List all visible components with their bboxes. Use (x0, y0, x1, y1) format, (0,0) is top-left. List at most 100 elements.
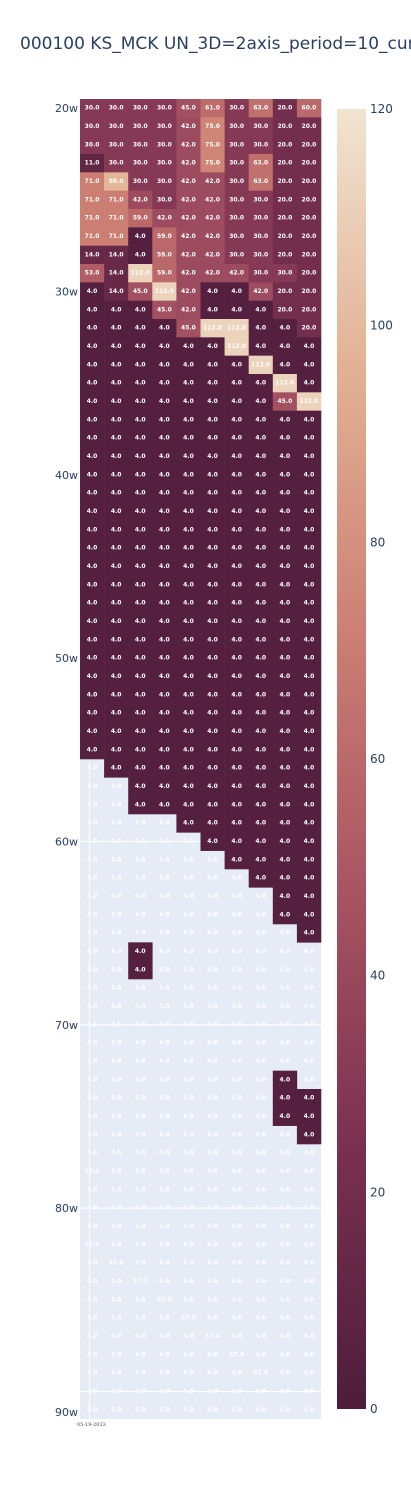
cell-label: 20.0 (277, 251, 292, 258)
heatmap-cell (128, 245, 153, 265)
cell-label: 4.0 (159, 1021, 170, 1028)
cell-label: 4.0 (231, 691, 242, 698)
cell-label: 4.0 (183, 1296, 194, 1303)
cell-label: 4.0 (135, 398, 146, 405)
cell-label: 4.0 (87, 1351, 98, 1358)
heatmap-cell (152, 410, 177, 430)
cell-label: 4.0 (231, 930, 242, 937)
heatmap-cell (272, 1089, 298, 1108)
cell-label: 4.0 (255, 1205, 266, 1212)
cell-label: 4.0 (183, 1241, 194, 1248)
cell-label: 4.0 (135, 1388, 146, 1395)
cell-label: 4.0 (255, 526, 266, 533)
heatmap-cell (248, 99, 274, 118)
cell-label: 30.0 (229, 105, 244, 112)
heatmap-cell (80, 740, 105, 760)
heatmap-cell (296, 704, 322, 723)
cell-label: 20.0 (302, 270, 317, 277)
cell-label: 4.0 (255, 435, 266, 442)
cell-label: 4.0 (159, 563, 170, 570)
cell-label: 42.0 (181, 160, 196, 167)
heatmap-cell (176, 740, 201, 760)
cell-label: 112.0 (131, 270, 150, 277)
cell-label: 42.0 (181, 270, 196, 277)
cell-label: 4.0 (87, 361, 98, 368)
heatmap-cell (128, 227, 153, 246)
cell-label: 4.0 (87, 985, 98, 992)
heatmap-cell (128, 740, 153, 760)
cell-label: 4.0 (255, 1296, 266, 1303)
cell-label: 4.0 (111, 746, 122, 753)
cell-label: 4.0 (135, 655, 146, 662)
heatmap-cell (272, 300, 298, 320)
cell-label: 4.0 (111, 1223, 122, 1230)
heatmap-cell (128, 704, 153, 723)
heatmap-cell (272, 722, 298, 741)
heatmap-cell (128, 392, 153, 411)
heatmap-cell (296, 924, 322, 943)
heatmap-cell (176, 539, 201, 558)
heatmap-cell (200, 227, 225, 246)
cell-label: 4.0 (135, 1351, 146, 1358)
cell-label: 4.0 (207, 490, 218, 497)
cell-label: 4.0 (304, 361, 315, 368)
cell-label: 4.0 (304, 746, 315, 753)
cell-label: 4.0 (135, 581, 146, 588)
cell-label: 30.0 (133, 178, 148, 185)
cell-label: 4.0 (231, 1150, 242, 1157)
cell-label: 71.0 (109, 215, 124, 222)
heatmap-cell (128, 759, 153, 778)
cell-label: 4.0 (183, 600, 194, 607)
cell-label: 4.0 (111, 361, 122, 368)
colorbar-tick-label: 20 (370, 1185, 385, 1199)
heatmap-cell (272, 99, 298, 118)
cell-label: 4.0 (183, 343, 194, 350)
heatmap-cell (176, 99, 201, 118)
cell-label: 4.0 (255, 710, 266, 717)
cell-label: 4.0 (304, 838, 315, 845)
cell-label: 4.0 (159, 1278, 170, 1285)
cell-label: 4.0 (183, 508, 194, 515)
cell-label: 45.0 (277, 398, 292, 405)
cell-label: 20.0 (277, 105, 292, 112)
cell-label: 4.0 (231, 600, 242, 607)
cell-label: 4.0 (159, 875, 170, 882)
cell-label: 4.0 (159, 1040, 170, 1047)
cell-label: 42.0 (205, 233, 220, 240)
cell-label: 4.0 (87, 1223, 98, 1230)
heatmap-cell (152, 520, 177, 540)
cell-label: 4.0 (159, 948, 170, 955)
cell-label: 4.0 (87, 1058, 98, 1065)
heatmap-cell (80, 484, 105, 503)
cell-label: 30.0 (229, 160, 244, 167)
heatmap-cell (296, 135, 322, 155)
cell-label: 20.0 (302, 196, 317, 203)
cell-label: 4.0 (255, 325, 266, 332)
heatmap-cell (296, 355, 322, 375)
cell-label: 4.0 (231, 508, 242, 515)
heatmap-cell (248, 465, 274, 485)
cell-label: 42.0 (205, 196, 220, 203)
heatmap-cell (296, 429, 322, 448)
heatmap-cell (176, 319, 201, 338)
heatmap-cell (176, 667, 201, 686)
cell-label: 4.0 (231, 1260, 242, 1267)
heatmap-cell (248, 282, 274, 301)
cell-label: 4.0 (207, 1205, 218, 1212)
cell-label: 4.0 (111, 856, 122, 863)
cell-label: 4.0 (255, 911, 266, 918)
cell-label: 4.0 (255, 581, 266, 588)
cell-label: 4.0 (207, 1406, 218, 1413)
cell-label: 4.0 (159, 343, 170, 350)
y-tick-label: 80w (55, 1202, 78, 1215)
cell-label: 4.0 (111, 1168, 122, 1175)
cell-label: 4.0 (255, 1278, 266, 1285)
cell-label: 4.0 (304, 600, 315, 607)
colorbar (337, 109, 366, 1409)
cell-label: 4.0 (280, 820, 291, 827)
cell-label: 4.0 (111, 1150, 122, 1157)
heatmap-cell (224, 300, 249, 320)
cell-label: 4.0 (304, 453, 315, 460)
cell-label: 4.0 (304, 1296, 315, 1303)
heatmap-cell (200, 759, 225, 778)
